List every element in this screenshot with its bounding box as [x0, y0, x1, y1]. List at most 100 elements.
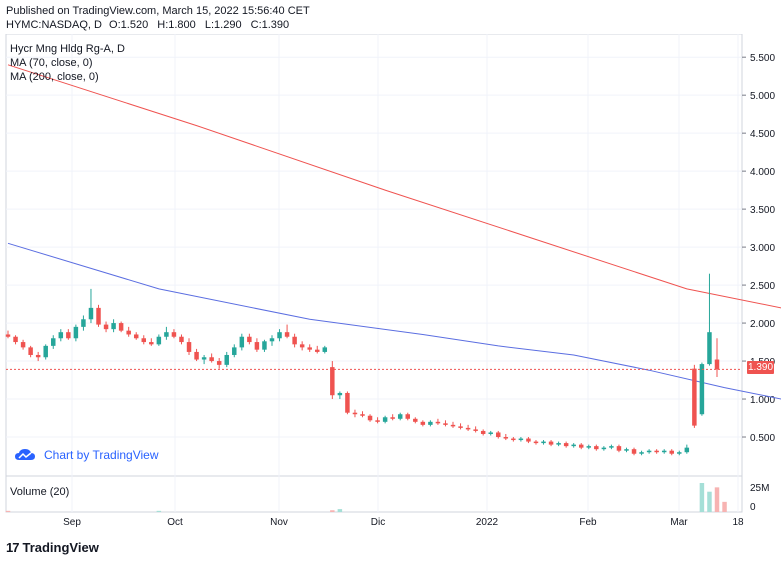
volume-bar	[707, 491, 712, 512]
candle-body	[390, 417, 395, 419]
candle-body	[677, 452, 682, 454]
volume-bar	[5, 510, 11, 512]
candle-body	[420, 421, 426, 425]
candle-body	[277, 332, 282, 339]
candle-body	[13, 336, 18, 343]
candle-body	[367, 415, 373, 421]
high-label: H:	[157, 19, 169, 31]
y-tick-label: 3.000	[750, 243, 775, 254]
candle-body	[73, 326, 79, 339]
x-tick-label: Feb	[579, 517, 597, 528]
candle-body	[435, 421, 441, 424]
volume-tick-label: 25M	[750, 483, 769, 494]
volume-bar	[714, 487, 720, 512]
candle-body	[541, 441, 546, 444]
cloud-icon	[15, 449, 35, 460]
volume-bar	[337, 509, 343, 512]
candle-body	[639, 452, 644, 454]
candle-body	[646, 450, 652, 453]
candle-body	[571, 444, 576, 447]
candle-body	[171, 332, 177, 337]
candle-body	[465, 427, 471, 430]
candle-body	[292, 336, 297, 345]
price-chart[interactable]: 0.5001.0001.5002.0002.5003.0003.5004.000…	[0, 34, 781, 536]
y-tick-label: 1.000	[750, 395, 775, 406]
legend-ma70[interactable]: MA (70, close, 0)	[10, 57, 93, 69]
candle-body	[458, 426, 463, 428]
y-tick-label: 2.000	[750, 319, 775, 330]
x-tick-label: Dic	[371, 517, 385, 528]
candle-body	[707, 332, 712, 365]
low-value: 1.290	[214, 19, 242, 31]
x-tick-label: Oct	[167, 517, 183, 528]
chart-by-tradingview-link[interactable]: Chart by TradingView	[14, 444, 159, 466]
y-tick-label: 3.500	[750, 205, 775, 216]
candle-body	[126, 330, 131, 335]
candle-body	[548, 441, 554, 445]
candle-body	[216, 361, 222, 365]
candle-body	[405, 414, 410, 419]
candle-body	[563, 443, 569, 447]
volume-tick-label: 0	[750, 502, 756, 513]
y-tick-label: 4.500	[750, 129, 775, 140]
candle-body	[556, 443, 561, 445]
candle-body	[586, 446, 592, 448]
candle-body	[443, 423, 448, 425]
candle-body	[526, 438, 531, 442]
candle-body	[232, 347, 237, 355]
x-tick-label: 2022	[476, 517, 499, 528]
candle-body	[209, 357, 214, 362]
candle-body	[224, 354, 229, 365]
candle-body	[262, 341, 267, 350]
candle-body	[269, 338, 275, 342]
candle-body	[616, 446, 622, 451]
candle-body	[397, 414, 403, 419]
candle-body	[609, 446, 614, 448]
candle-body	[315, 349, 320, 352]
candle-body	[360, 414, 365, 416]
candle-body	[518, 438, 524, 441]
volume-bar	[156, 510, 162, 512]
published-caption: Published on TradingView.com, March 15, …	[6, 5, 310, 17]
y-tick-label: 2.500	[750, 281, 775, 292]
candle-body	[511, 438, 516, 441]
last-price-badge: 1.390	[747, 361, 774, 374]
symbol-label: HYMC:NASDAQ, D	[6, 19, 102, 31]
candle-body	[330, 367, 335, 396]
candle-body	[43, 345, 48, 358]
candle-body	[450, 424, 456, 427]
candle-body	[5, 334, 11, 337]
ohlc-readout: HYMC:NASDAQ, D O:1.520 H:1.800 L:1.290 C…	[6, 18, 291, 32]
candle-body	[669, 450, 674, 454]
tradingview-footer-logo[interactable]: 17 TradingView	[6, 540, 99, 555]
candle-body	[375, 420, 380, 422]
candle-body	[81, 319, 86, 327]
candle-body	[299, 344, 305, 348]
candle-body	[103, 324, 109, 330]
candle-body	[51, 338, 56, 346]
candle-body	[661, 450, 667, 453]
candle-body	[413, 418, 418, 422]
volume-bar	[699, 483, 705, 512]
volume-pane-label[interactable]: Volume (20)	[10, 486, 70, 498]
candle-body	[322, 347, 328, 352]
candle-body	[96, 307, 101, 325]
chart-title: Hycr Mng Hldg Rg-A, D	[10, 43, 125, 55]
candle-body	[111, 323, 116, 330]
candle-body	[654, 450, 659, 453]
candle-body	[480, 430, 486, 434]
volume-bar	[330, 510, 335, 512]
legend-ma200[interactable]: MA (200, close, 0)	[10, 71, 99, 83]
candle-body	[179, 336, 184, 343]
ma70-line	[7, 242, 781, 400]
candle-body	[601, 447, 607, 450]
x-tick-label: Nov	[270, 517, 288, 528]
candle-body	[488, 432, 493, 434]
candle-body	[692, 368, 697, 426]
footer-brand-label: TradingView	[22, 540, 99, 555]
candle-body	[533, 441, 539, 444]
y-tick-label: 4.000	[750, 167, 775, 178]
high-value: 1.800	[168, 19, 196, 31]
x-tick-label: Sep	[63, 517, 81, 528]
low-label: L:	[204, 19, 215, 31]
